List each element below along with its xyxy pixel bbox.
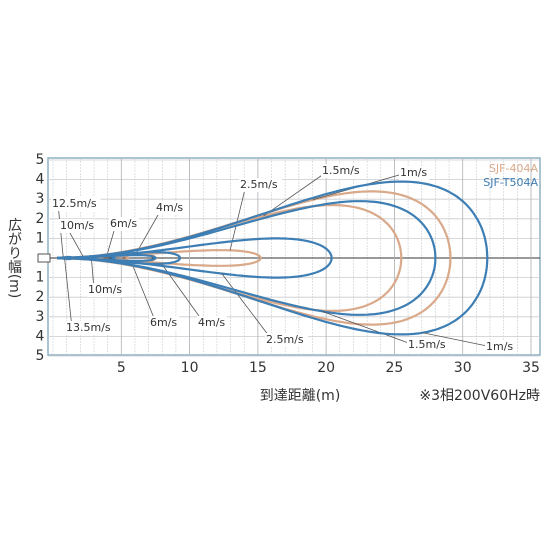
y-tick-label: 5: [36, 348, 45, 364]
callout-bg: [87, 283, 124, 297]
x-tick-label: 10: [181, 360, 199, 376]
contour: [57, 180, 489, 336]
callout-bg: [149, 316, 179, 330]
plot-frame: [47, 157, 541, 356]
y-tick-label: 4: [36, 172, 45, 188]
callout-bg: [407, 338, 450, 352]
callout-label: 1.5m/s: [322, 164, 360, 177]
y-tick-label: 4: [36, 328, 45, 344]
contour: [57, 237, 333, 279]
contour: [57, 200, 437, 316]
callout-bg: [265, 333, 308, 347]
callout-bg: [59, 219, 96, 233]
note: ※3相200V60Hz時: [419, 388, 540, 404]
callout-label: 2.5m/s: [266, 333, 304, 346]
leader-line: [135, 207, 163, 255]
x-tick-label: 35: [522, 360, 540, 376]
callout-bg: [399, 166, 429, 180]
callout-bg: [109, 217, 139, 231]
nozzle: [37, 253, 51, 263]
callout-label: 10m/s: [60, 219, 94, 232]
contour: [57, 204, 403, 312]
callout-label: 13.5m/s: [66, 321, 111, 334]
callout-label: 6m/s: [110, 217, 137, 230]
legend-entry: SJF-T504A: [483, 176, 538, 189]
y-tick-label: 2: [36, 289, 45, 305]
x-tick-label: 20: [317, 360, 335, 376]
callout-label: 4m/s: [156, 201, 183, 214]
callout-label: 12.5m/s: [52, 197, 97, 210]
x-axis-label: 到達距離(m): [260, 387, 341, 404]
callout-bg: [155, 201, 185, 215]
y-tick-label: 3: [36, 309, 45, 325]
callout-label: 1.5m/s: [408, 338, 446, 351]
y-axis-label: 広がり幅(m): [6, 218, 22, 299]
callout-label: 10m/s: [88, 283, 122, 296]
y-tick-label: 5: [36, 152, 45, 168]
x-tick-label: 25: [386, 360, 404, 376]
y-tick-label: 1: [36, 270, 45, 286]
callout-label: 6m/s: [150, 316, 177, 329]
leader-line: [130, 260, 157, 324]
leader-line: [422, 332, 493, 348]
callout-label: 2.5m/s: [240, 178, 278, 191]
callout-bg: [485, 340, 515, 354]
leader-line: [64, 258, 73, 329]
callout-bg: [51, 197, 101, 211]
callout-bg: [239, 178, 282, 192]
callout-label: 1m/s: [400, 166, 427, 179]
legend-entry: SJF-404A: [489, 162, 539, 175]
leader-line: [263, 170, 329, 217]
leader-line: [229, 184, 247, 251]
y-tick-label: 1: [36, 230, 45, 246]
leader-line: [221, 273, 273, 341]
y-tick-label: 2: [36, 211, 45, 227]
callout-label: 4m/s: [198, 316, 225, 329]
callout-bg: [197, 316, 227, 330]
y-tick-label: 3: [36, 191, 45, 207]
callout-bg: [321, 164, 364, 178]
x-tick-label: 5: [117, 360, 126, 376]
callout-label: 1m/s: [486, 340, 513, 353]
callout-bg: [65, 321, 115, 335]
x-tick-label: 30: [454, 360, 472, 376]
x-tick-label: 15: [249, 360, 267, 376]
leader-line: [321, 310, 415, 346]
